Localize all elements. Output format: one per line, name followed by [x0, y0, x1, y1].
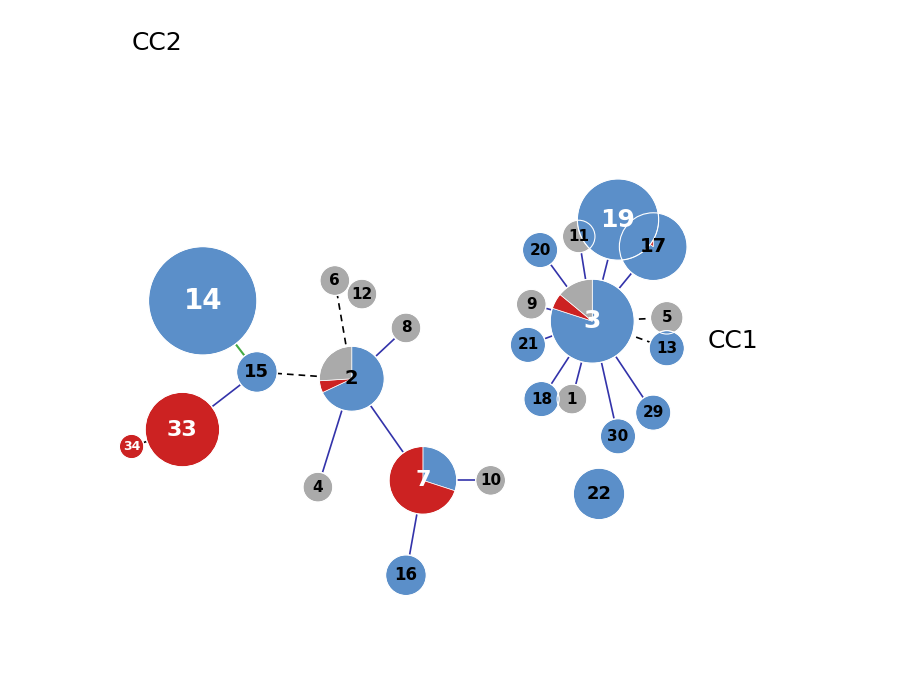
Wedge shape — [423, 447, 457, 491]
Circle shape — [389, 447, 457, 514]
Wedge shape — [322, 346, 384, 411]
Text: CC2: CC2 — [131, 31, 183, 55]
Text: 4: 4 — [312, 479, 323, 494]
Circle shape — [148, 247, 256, 355]
Wedge shape — [320, 266, 350, 296]
Wedge shape — [320, 379, 352, 393]
Text: 20: 20 — [529, 242, 551, 257]
Wedge shape — [578, 179, 659, 260]
Text: 18: 18 — [531, 391, 552, 406]
Wedge shape — [148, 247, 256, 355]
Wedge shape — [476, 466, 506, 495]
Text: 6: 6 — [329, 273, 340, 288]
Circle shape — [510, 327, 545, 363]
Wedge shape — [237, 352, 277, 392]
Text: 12: 12 — [351, 287, 373, 302]
Wedge shape — [557, 384, 587, 414]
Circle shape — [557, 384, 587, 414]
Wedge shape — [120, 434, 144, 459]
Text: 34: 34 — [123, 440, 140, 453]
Circle shape — [320, 346, 384, 411]
Wedge shape — [619, 213, 687, 281]
Wedge shape — [145, 392, 220, 466]
Text: 9: 9 — [526, 296, 536, 311]
Circle shape — [303, 472, 333, 502]
Text: 11: 11 — [568, 229, 590, 244]
Wedge shape — [510, 327, 545, 363]
Circle shape — [578, 179, 659, 260]
Text: 30: 30 — [608, 429, 628, 444]
Text: 19: 19 — [600, 208, 635, 232]
Wedge shape — [553, 294, 592, 321]
Wedge shape — [649, 331, 684, 366]
Text: 29: 29 — [643, 405, 664, 420]
Circle shape — [651, 301, 683, 334]
Text: CC1: CC1 — [707, 329, 758, 354]
Wedge shape — [560, 279, 592, 321]
Wedge shape — [635, 395, 670, 430]
Text: 13: 13 — [656, 341, 678, 356]
Text: 22: 22 — [587, 485, 611, 503]
Wedge shape — [517, 290, 546, 319]
Wedge shape — [651, 301, 683, 334]
Circle shape — [385, 555, 427, 596]
Wedge shape — [600, 419, 635, 454]
Text: 8: 8 — [400, 320, 411, 335]
Wedge shape — [524, 382, 559, 417]
Circle shape — [523, 232, 558, 268]
Circle shape — [392, 313, 421, 343]
Wedge shape — [626, 213, 653, 247]
Circle shape — [524, 382, 559, 417]
Wedge shape — [347, 279, 377, 309]
Circle shape — [619, 213, 687, 281]
Text: 21: 21 — [518, 337, 538, 352]
Circle shape — [635, 395, 670, 430]
Circle shape — [573, 468, 625, 520]
Circle shape — [120, 434, 144, 459]
Wedge shape — [303, 472, 333, 502]
Circle shape — [320, 266, 350, 296]
Text: 17: 17 — [640, 237, 667, 256]
Circle shape — [347, 279, 377, 309]
Text: 14: 14 — [184, 287, 222, 315]
Text: 2: 2 — [345, 370, 358, 388]
Text: 15: 15 — [245, 363, 269, 381]
Wedge shape — [573, 468, 625, 520]
Wedge shape — [392, 313, 421, 343]
Circle shape — [649, 331, 684, 366]
Wedge shape — [523, 232, 558, 268]
Text: 33: 33 — [167, 419, 198, 440]
Text: 7: 7 — [415, 471, 431, 490]
Circle shape — [517, 290, 546, 319]
Text: 3: 3 — [583, 309, 601, 333]
Wedge shape — [320, 346, 352, 381]
Text: 5: 5 — [662, 310, 672, 325]
Circle shape — [237, 352, 277, 392]
Text: 1: 1 — [567, 391, 577, 406]
Circle shape — [600, 419, 635, 454]
Text: 10: 10 — [480, 473, 501, 488]
Circle shape — [145, 392, 220, 466]
Wedge shape — [389, 447, 455, 514]
Circle shape — [562, 220, 595, 253]
Wedge shape — [550, 279, 634, 363]
Circle shape — [476, 466, 506, 495]
Wedge shape — [562, 220, 595, 253]
Text: 16: 16 — [394, 566, 418, 584]
Wedge shape — [385, 555, 427, 596]
Circle shape — [550, 279, 634, 363]
